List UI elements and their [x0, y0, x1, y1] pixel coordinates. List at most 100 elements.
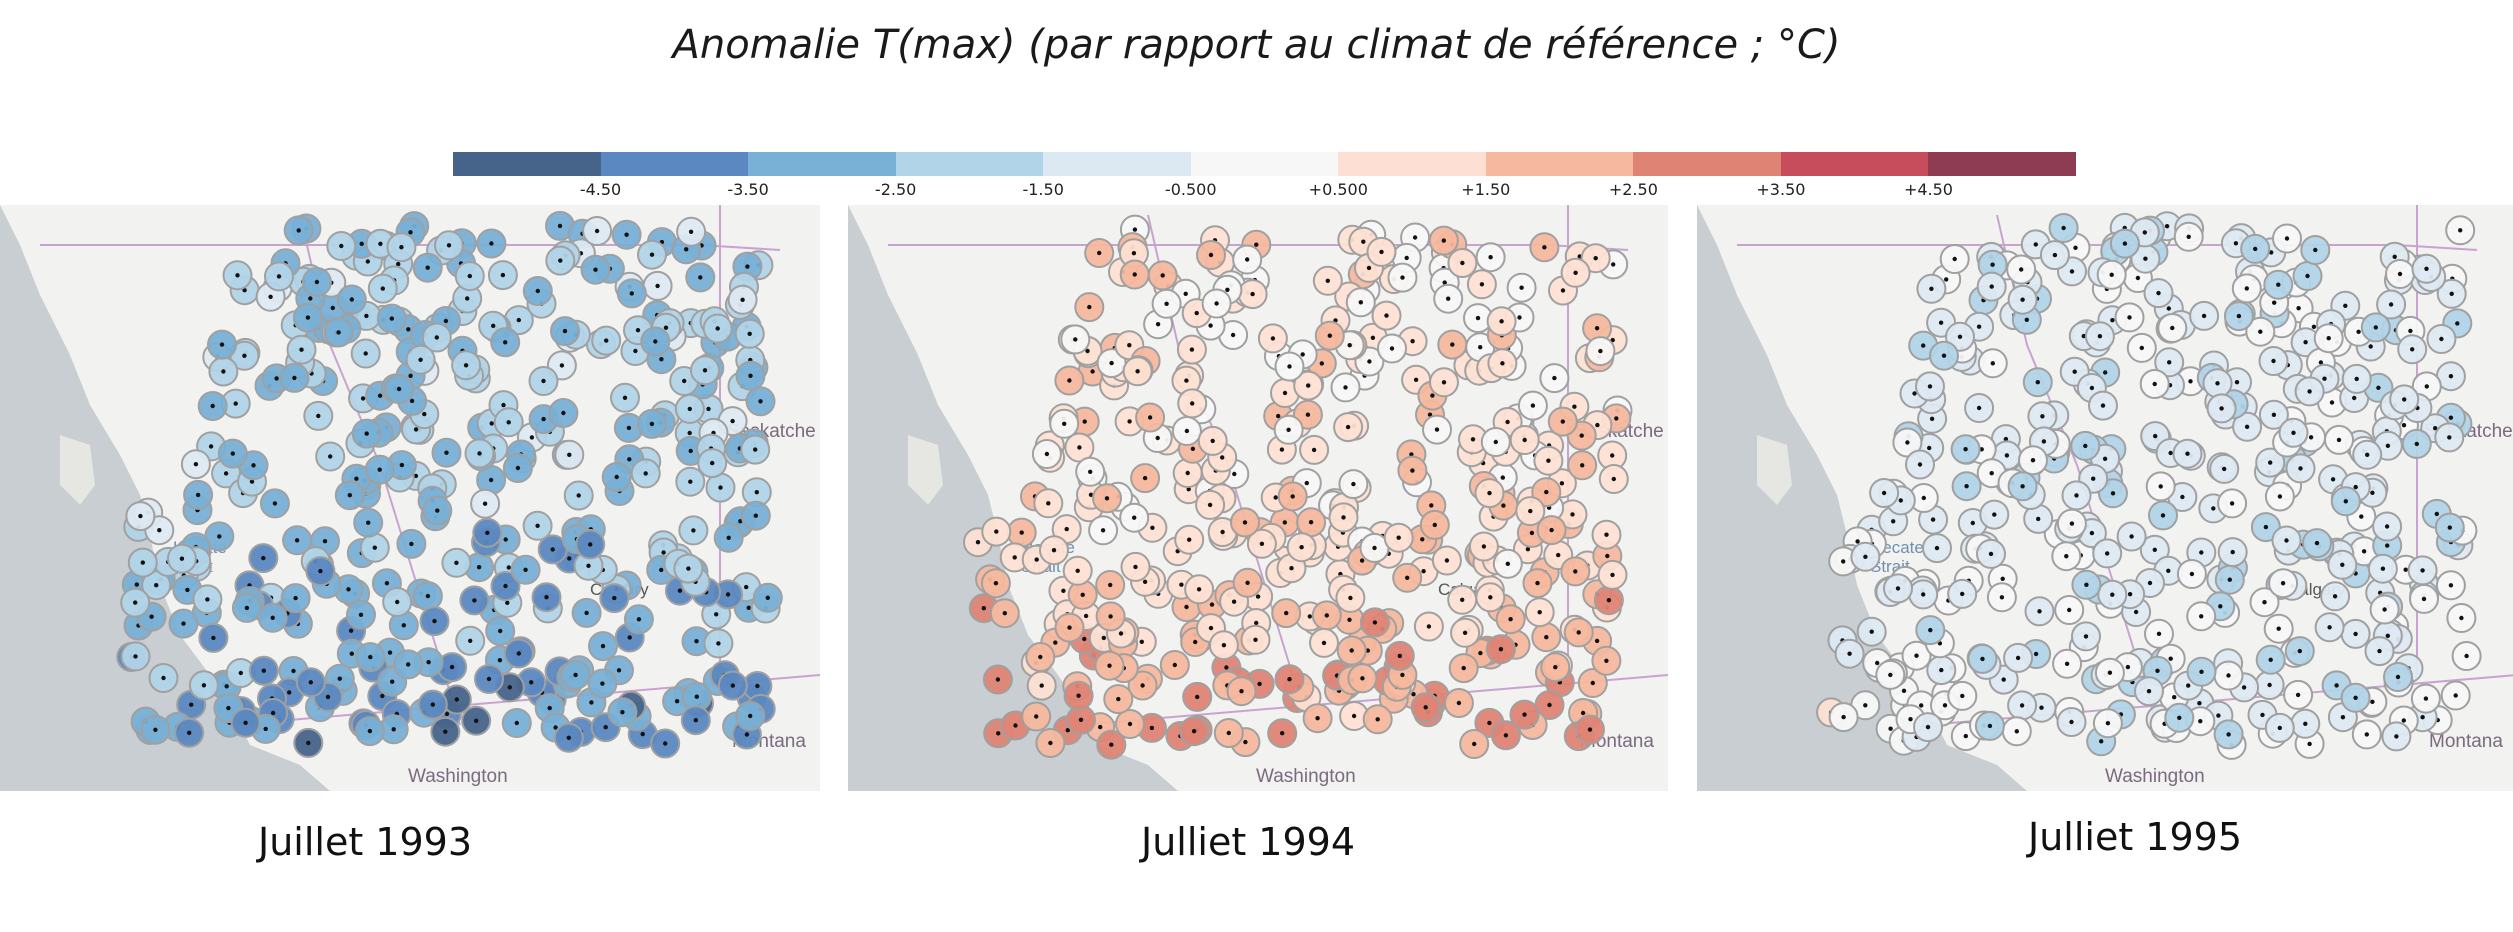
- station-marker[interactable]: [1437, 329, 1468, 360]
- station-marker[interactable]: [1039, 535, 1069, 566]
- station-marker[interactable]: [640, 326, 671, 357]
- station-marker[interactable]: [2052, 648, 2083, 679]
- station-marker[interactable]: [1485, 634, 1516, 665]
- station-marker[interactable]: [703, 628, 734, 659]
- station-marker[interactable]: [1174, 524, 1205, 555]
- station-marker[interactable]: [412, 252, 443, 283]
- station-marker[interactable]: [282, 525, 313, 556]
- station-marker[interactable]: [353, 507, 384, 538]
- station-marker[interactable]: [1531, 477, 1562, 508]
- station-marker[interactable]: [734, 318, 765, 349]
- station-marker[interactable]: [1384, 640, 1415, 671]
- station-marker[interactable]: [421, 322, 452, 353]
- station-marker[interactable]: [2409, 583, 2439, 614]
- station-marker[interactable]: [1092, 483, 1122, 514]
- station-marker[interactable]: [1387, 262, 1418, 293]
- station-marker[interactable]: [2139, 534, 2170, 565]
- station-marker[interactable]: [127, 547, 158, 578]
- station-marker[interactable]: [125, 501, 156, 532]
- station-marker[interactable]: [601, 462, 632, 492]
- station-marker[interactable]: [2341, 363, 2372, 394]
- station-marker[interactable]: [1232, 567, 1263, 598]
- station-marker[interactable]: [2268, 568, 2299, 599]
- station-marker[interactable]: [2314, 612, 2345, 643]
- station-marker[interactable]: [434, 230, 464, 261]
- station-marker[interactable]: [2114, 302, 2145, 333]
- station-marker[interactable]: [2024, 596, 2055, 627]
- station-marker[interactable]: [464, 438, 495, 469]
- station-marker[interactable]: [1377, 333, 1407, 364]
- station-marker[interactable]: [1213, 718, 1244, 748]
- station-marker[interactable]: [257, 602, 288, 633]
- station-marker[interactable]: [1075, 456, 1106, 487]
- station-marker[interactable]: [1557, 499, 1588, 530]
- station-marker[interactable]: [346, 599, 376, 630]
- station-marker[interactable]: [2445, 215, 2476, 246]
- station-marker[interactable]: [1006, 517, 1037, 548]
- station-marker[interactable]: [1598, 464, 1629, 494]
- station-marker[interactable]: [1950, 434, 1981, 465]
- station-marker[interactable]: [487, 260, 518, 291]
- station-marker[interactable]: [1597, 559, 1628, 590]
- station-marker[interactable]: [225, 658, 256, 688]
- station-marker[interactable]: [501, 708, 532, 738]
- station-marker[interactable]: [1522, 568, 1553, 599]
- station-marker[interactable]: [405, 344, 436, 375]
- station-marker[interactable]: [1475, 242, 1506, 273]
- station-marker[interactable]: [1967, 643, 1998, 674]
- station-marker[interactable]: [1088, 515, 1119, 546]
- station-marker[interactable]: [174, 717, 205, 748]
- station-marker[interactable]: [980, 568, 1011, 599]
- station-marker[interactable]: [1286, 532, 1317, 563]
- station-marker[interactable]: [1428, 225, 1459, 256]
- station-marker[interactable]: [2389, 384, 2420, 415]
- station-marker[interactable]: [2324, 424, 2354, 455]
- station-marker[interactable]: [2088, 390, 2118, 421]
- station-marker[interactable]: [2148, 500, 2178, 531]
- station-marker[interactable]: [378, 714, 409, 745]
- station-marker[interactable]: [2302, 528, 2332, 559]
- station-marker[interactable]: [259, 488, 290, 519]
- station-marker[interactable]: [2097, 579, 2128, 610]
- station-marker[interactable]: [2154, 347, 2185, 378]
- station-marker[interactable]: [1929, 340, 1959, 371]
- station-marker[interactable]: [2214, 564, 2245, 595]
- station-marker[interactable]: [503, 305, 534, 336]
- station-marker[interactable]: [1397, 455, 1428, 486]
- station-marker[interactable]: [1593, 585, 1624, 616]
- station-marker[interactable]: [528, 366, 559, 396]
- station-marker[interactable]: [1515, 496, 1546, 527]
- station-marker[interactable]: [2022, 367, 2053, 398]
- station-marker[interactable]: [522, 510, 553, 541]
- station-marker[interactable]: [2258, 346, 2289, 376]
- station-marker[interactable]: [582, 216, 613, 246]
- station-marker[interactable]: [2209, 453, 2240, 484]
- station-marker[interactable]: [2255, 447, 2286, 478]
- station-marker[interactable]: [141, 570, 172, 601]
- station-marker[interactable]: [2283, 679, 2314, 710]
- station-marker[interactable]: [2263, 269, 2294, 300]
- station-marker[interactable]: [563, 480, 594, 511]
- station-marker[interactable]: [1277, 481, 1308, 512]
- station-marker[interactable]: [1232, 244, 1263, 275]
- station-marker[interactable]: [1273, 414, 1304, 445]
- station-marker[interactable]: [1309, 627, 1339, 658]
- station-marker[interactable]: [1031, 439, 1062, 469]
- station-marker[interactable]: [1419, 509, 1450, 540]
- station-marker[interactable]: [1976, 271, 2007, 302]
- station-marker[interactable]: [1274, 351, 1305, 382]
- station-marker[interactable]: [2231, 273, 2262, 304]
- station-marker[interactable]: [1172, 458, 1203, 488]
- station-marker[interactable]: [1122, 356, 1153, 387]
- station-marker[interactable]: [1197, 425, 1228, 456]
- station-marker[interactable]: [1591, 645, 1622, 676]
- station-marker[interactable]: [1271, 598, 1302, 629]
- station-marker[interactable]: [2006, 254, 2037, 285]
- station-marker[interactable]: [2435, 570, 2466, 601]
- station-marker[interactable]: [1447, 584, 1478, 615]
- station-marker[interactable]: [2186, 601, 2217, 632]
- station-marker[interactable]: [396, 528, 427, 559]
- station-marker[interactable]: [1431, 545, 1462, 576]
- station-marker[interactable]: [2213, 719, 2244, 750]
- station-marker[interactable]: [1459, 729, 1490, 759]
